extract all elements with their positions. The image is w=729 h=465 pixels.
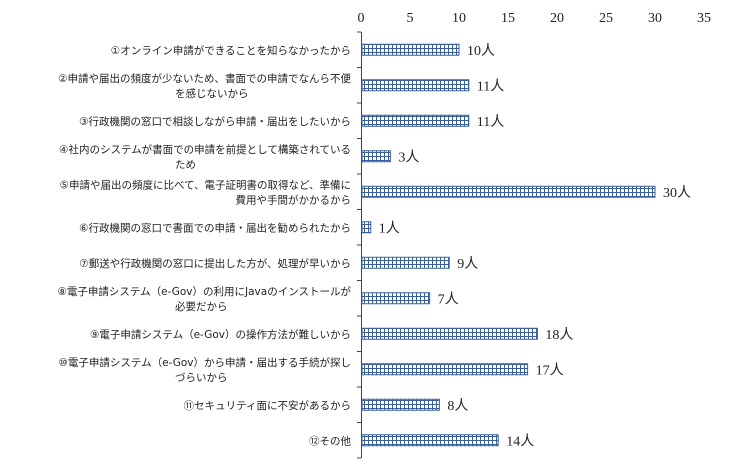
category-label: 費用や手間がかかるから (236, 193, 352, 206)
bar (361, 434, 499, 447)
category-label: づらいから (175, 372, 228, 384)
data-label: 1人 (379, 220, 400, 236)
category-label: ⑫その他 (309, 434, 351, 447)
bar (361, 292, 431, 305)
category-label: ④社内のシステムが書面での申請を前提として構築されている (59, 143, 351, 156)
bar (361, 150, 391, 163)
data-label: 7人 (438, 291, 459, 307)
x-tick-label: 10 (452, 11, 466, 26)
bar (361, 185, 656, 198)
data-label: 14人 (506, 433, 534, 449)
axis-layer: 0 5 10 15 20 25 30 35 (357, 11, 711, 459)
x-tick-label: 25 (599, 11, 613, 26)
category-label: ⑥行政機関の窓口で書面での申請・届出を勧められたから (79, 221, 351, 234)
bar (361, 363, 529, 376)
data-label: 8人 (447, 398, 468, 414)
category-label: を感じないから (175, 87, 249, 100)
bar (361, 114, 470, 127)
bar (361, 43, 460, 56)
data-label: 17人 (536, 362, 564, 378)
category-label: ②申請や届出の頻度が少ないため、書面での申請でなんら不便 (58, 72, 351, 85)
data-label: 18人 (545, 327, 573, 343)
bar (361, 327, 538, 340)
data-label: 11人 (477, 114, 504, 130)
label-layer: 10人 ①オンライン申請ができることを知らなかったから 11人 ②申請や届出の頻度が少… (58, 43, 691, 450)
x-tick-label: 30 (648, 11, 662, 26)
data-label: 11人 (477, 78, 504, 94)
x-tick-label: 0 (358, 11, 365, 26)
data-label: 10人 (467, 43, 495, 59)
bar (361, 221, 372, 234)
category-label: ため (175, 159, 196, 171)
category-label: ③行政機関の窓口で相談しながら申請・届出をしたいから (79, 115, 351, 128)
category-label: ⑦郵送や行政機関の窓口に提出した方が、処理が早いから (79, 257, 351, 270)
category-label: ⑨電子申請システム（e-Gov）の操作方法が難しいから (90, 328, 351, 341)
category-label: ①オンライン申請ができることを知らなかったから (111, 44, 351, 57)
category-label: ⑤申請や届出の頻度に比べて、電子証明書の取得など、準備に (60, 178, 351, 191)
data-label: 3人 (398, 149, 419, 165)
bar (361, 79, 470, 92)
category-label: ⑩電子申請システム（e-Gov）から申請・届出する手続が探し (58, 356, 351, 369)
category-label: ⑪セキュリティ面に不安があるから (184, 399, 351, 412)
data-label: 9人 (457, 256, 478, 272)
bar-layer (361, 43, 656, 447)
bar (361, 398, 440, 411)
x-tick-label: 5 (407, 11, 414, 26)
category-label: ⑧電子申請システム（e-Gov）の利用にJavaのインストールが (58, 285, 352, 298)
data-label: 30人 (663, 185, 691, 201)
x-tick-label: 15 (501, 11, 515, 26)
x-tick-label: 20 (550, 11, 564, 26)
bar (361, 256, 450, 269)
category-label: 必要だから (175, 300, 228, 313)
x-tick-label: 35 (697, 11, 711, 26)
